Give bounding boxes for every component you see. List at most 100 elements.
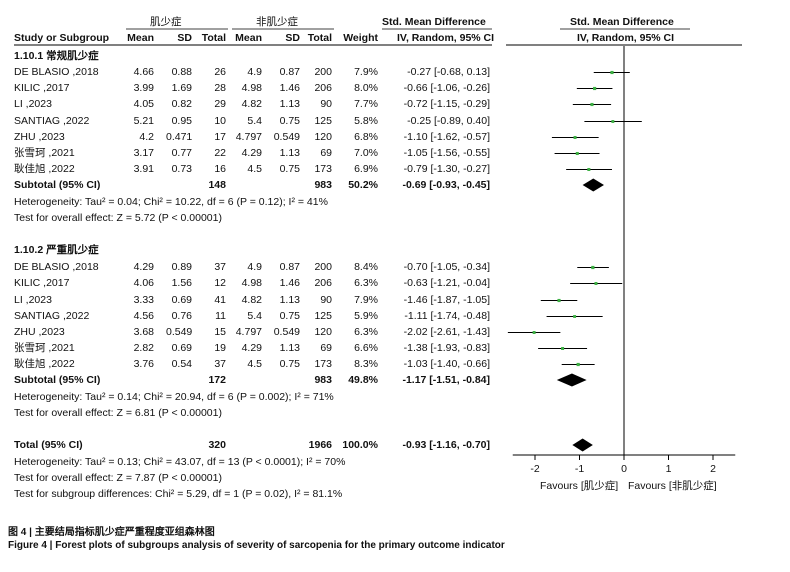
total-n1: 320 (208, 439, 226, 451)
cell-m1: 2.82 (133, 342, 154, 354)
cell-n1: 12 (214, 277, 226, 289)
smd-header-left: Std. Mean Difference (382, 16, 486, 28)
col-method-right: IV, Random, 95% CI (577, 32, 675, 44)
cell-m2: 4.797 (235, 326, 262, 338)
cell-m1: 3.68 (133, 326, 154, 338)
cell-sd1: 0.69 (171, 342, 192, 354)
cell-sd2: 0.549 (273, 131, 300, 143)
cell-sd2: 0.87 (279, 261, 300, 273)
cell-sd1: 0.69 (171, 294, 192, 306)
subtotal-label: Subtotal (95% CI) (14, 374, 101, 386)
cell-m2: 4.98 (241, 277, 262, 289)
footer-subgroup-diff: Test for subgroup differences: Chi² = 5.… (14, 488, 343, 500)
cell-n2: 200 (314, 66, 332, 78)
figure-caption-cn: 图 4 | 主要结局指标肌少症严重程度亚组森林图 (8, 527, 215, 538)
overall-effect-text: Test for overall effect: Z = 5.72 (P < 0… (14, 212, 222, 224)
study-name: 张雪珂 ,2021 (14, 342, 75, 354)
study-name: 耿佳旭 ,2022 (14, 163, 75, 175)
cell-sd2: 1.13 (279, 342, 300, 354)
subtotal-label: Subtotal (95% CI) (14, 179, 101, 191)
cell-m2: 5.4 (247, 310, 262, 322)
cell-sd1: 0.76 (171, 310, 192, 322)
cell-n2: 90 (320, 98, 332, 110)
cell-w: 6.3% (354, 326, 378, 338)
total-diamond (572, 438, 593, 452)
cell-w: 5.9% (354, 310, 378, 322)
cell-m2: 4.29 (241, 342, 262, 354)
study-marker (575, 151, 579, 156)
x-tick-label: -1 (575, 463, 584, 475)
col-sd2: SD (285, 32, 300, 44)
cell-sd2: 0.87 (279, 66, 300, 78)
col-sd1: SD (177, 32, 192, 44)
x-tick-label: 0 (621, 463, 627, 475)
cell-sd1: 0.549 (166, 326, 193, 338)
cell-m2: 4.98 (241, 82, 262, 94)
cell-n1: 41 (214, 294, 226, 306)
study-name: SANTIAG ,2022 (14, 115, 90, 127)
subtotal-ci: -1.17 [-1.51, -0.84] (402, 374, 490, 386)
col-method-left: IV, Random, 95% CI (397, 32, 495, 44)
cell-n2: 206 (314, 277, 332, 289)
cell-m1: 4.56 (133, 310, 154, 322)
x-tick-label: -2 (530, 463, 539, 475)
cell-ci: -0.72 [-1.15, -0.29] (403, 98, 490, 110)
subtotal-diamond (582, 178, 604, 192)
total-weight: 100.0% (342, 439, 378, 451)
cell-m2: 4.5 (247, 163, 262, 175)
cell-sd1: 1.56 (171, 277, 192, 289)
figure-caption-en: Figure 4 | Forest plots of subgroups ana… (8, 540, 505, 551)
cell-sd1: 0.95 (171, 115, 192, 127)
study-marker (610, 70, 614, 75)
cell-sd2: 1.46 (279, 277, 300, 289)
total-n2: 1966 (308, 439, 332, 451)
cell-w: 6.9% (354, 163, 378, 175)
col-weight: Weight (343, 32, 378, 44)
cell-sd2: 0.75 (279, 358, 300, 370)
study-marker (573, 135, 577, 140)
cell-sd1: 1.69 (171, 82, 192, 94)
cell-n2: 90 (320, 294, 332, 306)
cell-n2: 69 (320, 147, 332, 159)
cell-w: 8.3% (354, 358, 378, 370)
cell-sd2: 1.13 (279, 294, 300, 306)
study-name: 耿佳旭 ,2022 (14, 358, 75, 370)
subtotal-n2: 983 (314, 374, 332, 386)
cell-m1: 5.21 (133, 115, 154, 127)
cell-sd1: 0.89 (171, 261, 192, 273)
cell-n2: 200 (314, 261, 332, 273)
study-name: DE BLASIO ,2018 (14, 261, 99, 273)
x-tick-label: 1 (666, 463, 672, 475)
cell-sd1: 0.88 (171, 66, 192, 78)
cell-n1: 22 (214, 147, 226, 159)
cell-n1: 11 (215, 310, 226, 322)
cell-m1: 4.06 (133, 277, 154, 289)
cell-sd2: 0.75 (279, 115, 300, 127)
cell-n2: 120 (314, 131, 332, 143)
cell-m2: 5.4 (247, 115, 262, 127)
cell-w: 5.8% (354, 115, 378, 127)
col-study: Study or Subgroup (14, 32, 110, 44)
study-name: KILIC ,2017 (14, 277, 70, 289)
cell-sd1: 0.73 (171, 163, 192, 175)
cell-m1: 3.91 (133, 163, 154, 175)
cell-w: 7.9% (354, 66, 378, 78)
cell-sd1: 0.54 (171, 358, 192, 370)
cell-m1: 4.05 (133, 98, 154, 110)
smd-header-right: Std. Mean Difference (570, 16, 674, 28)
study-name: ZHU ,2023 (14, 131, 65, 143)
subtotal-n1: 172 (208, 374, 226, 386)
cell-sd1: 0.82 (171, 98, 192, 110)
heterogeneity-text: Heterogeneity: Tau² = 0.04; Chi² = 10.22… (14, 196, 328, 208)
subtotal-ci: -0.69 [-0.93, -0.45] (402, 179, 490, 191)
cell-ci: -0.63 [-1.21, -0.04] (403, 277, 490, 289)
cell-sd2: 0.75 (279, 163, 300, 175)
cell-ci: -1.10 [-1.62, -0.57] (403, 131, 490, 143)
cell-w: 6.3% (354, 277, 378, 289)
cell-w: 8.0% (354, 82, 378, 94)
cell-n1: 17 (214, 131, 226, 143)
study-name: KILIC ,2017 (14, 82, 70, 94)
cell-n2: 173 (314, 358, 332, 370)
subtotal-diamond (556, 373, 587, 387)
